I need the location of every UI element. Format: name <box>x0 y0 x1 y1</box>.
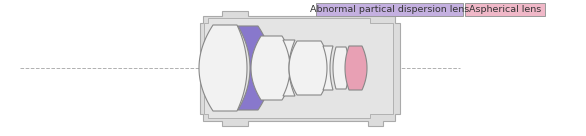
Polygon shape <box>204 18 393 118</box>
Polygon shape <box>199 25 247 111</box>
Polygon shape <box>289 41 329 95</box>
FancyBboxPatch shape <box>465 3 545 16</box>
Polygon shape <box>323 46 333 90</box>
Text: Aspherical lens: Aspherical lens <box>469 5 541 14</box>
Polygon shape <box>200 11 400 126</box>
Polygon shape <box>333 47 349 89</box>
Polygon shape <box>345 46 367 90</box>
Polygon shape <box>283 40 295 96</box>
FancyBboxPatch shape <box>316 3 463 16</box>
Polygon shape <box>238 26 272 110</box>
Text: Abnormal partical dispersion lens: Abnormal partical dispersion lens <box>310 5 469 14</box>
Polygon shape <box>251 36 292 100</box>
